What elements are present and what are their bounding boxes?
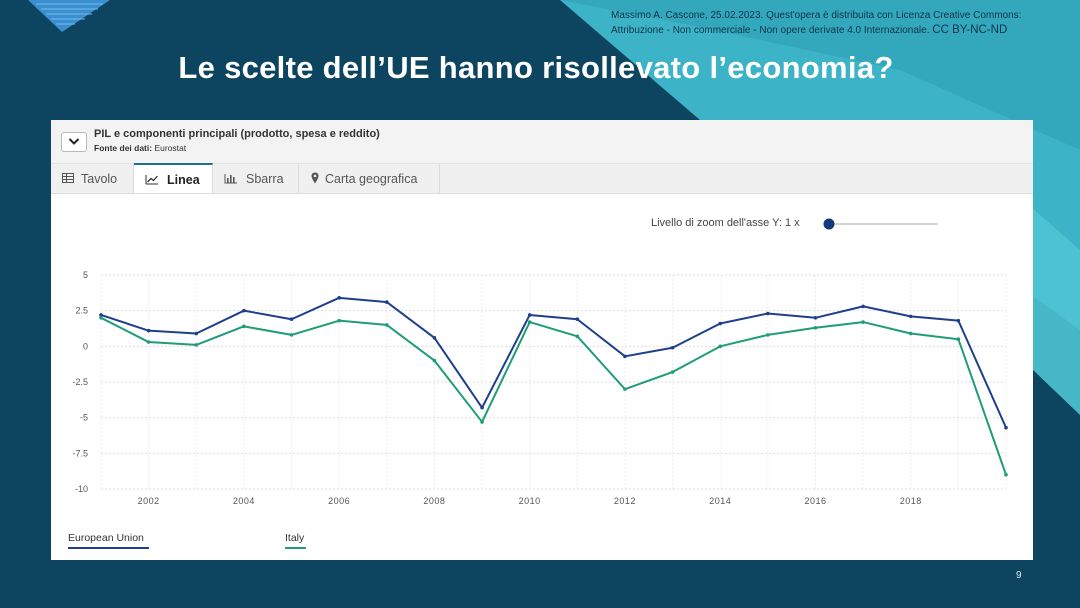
- series-european-union-point: [766, 311, 770, 316]
- y-tick-label: -7.5: [72, 448, 88, 458]
- series-italy-point: [527, 320, 532, 324]
- series-italy-point: [670, 370, 675, 374]
- corner-logo-shape: [28, 0, 110, 32]
- dataset-title: PIL e componenti principali (prodotto, s…: [94, 128, 380, 140]
- dataset-source: Fonte dei dati: Eurostat: [94, 143, 186, 153]
- tab-tavolo[interactable]: Tavolo: [51, 164, 134, 193]
- chevron-down-icon: [68, 138, 80, 145]
- tab-linea[interactable]: Linea: [134, 163, 213, 193]
- series-italy-point: [956, 337, 961, 341]
- series-european-union-point: [289, 317, 294, 322]
- zoom-label: Livello di zoom dell'asse Y: 1 x: [651, 217, 800, 229]
- series-italy-line: [100, 316, 1007, 476]
- slide-title: Le scelte dell’UE hanno risollevato l’ec…: [178, 50, 894, 85]
- y-tick-label: 2.5: [75, 306, 88, 316]
- series-european-union-point: [194, 331, 199, 336]
- zoom-slider[interactable]: [821, 217, 939, 231]
- series-european-union-point: [527, 313, 532, 317]
- y-tick-label: 5: [83, 270, 88, 280]
- x-tick-label: 2002: [138, 496, 160, 506]
- series-italy-point: [480, 420, 484, 424]
- y-tick-label: -5: [80, 413, 88, 423]
- source-value: Eurostat: [154, 143, 187, 153]
- series-european-union-point: [670, 345, 675, 350]
- series-european-union-point: [813, 316, 818, 320]
- collapse-button[interactable]: [61, 132, 87, 152]
- license-label: CC BY-NC-ND: [932, 24, 1008, 36]
- series-european-union-point: [146, 328, 151, 333]
- series-italy-point: [337, 318, 341, 323]
- x-tick-label: 2004: [233, 496, 255, 506]
- series-italy-point: [861, 320, 865, 324]
- map-pin-icon: [311, 172, 319, 184]
- tab-carta-label: Carta geografica: [325, 172, 418, 186]
- series-italy-point: [623, 387, 627, 391]
- legend-italy[interactable]: Italy: [285, 532, 306, 549]
- series-european-union-point: [623, 354, 627, 359]
- series-european-union-point: [575, 317, 580, 322]
- series-european-union-point: [337, 296, 341, 300]
- series-italy-point: [432, 358, 437, 363]
- zoom-slider-handle[interactable]: [823, 218, 835, 230]
- series-european-union-point: [242, 308, 246, 313]
- series-european-union-point: [432, 335, 437, 340]
- series-italy-point: [242, 324, 246, 329]
- credit-line-1: Massimo A. Cascone, 25.02.2023. Quest'op…: [611, 10, 1022, 21]
- series-european-union-point: [480, 405, 484, 410]
- series-european-union-point: [861, 304, 865, 309]
- series-italy-point: [194, 343, 199, 347]
- tab-carta-geografica[interactable]: Carta geografica: [299, 164, 440, 193]
- y-tick-label: 0: [83, 341, 88, 351]
- series-italy-point: [575, 334, 580, 339]
- x-tick-label: 2016: [804, 496, 826, 506]
- x-tick-label: 2006: [328, 496, 350, 506]
- eurostat-chart-panel: PIL e componenti principali (prodotto, s…: [51, 120, 1033, 560]
- series-european-union-point: [956, 318, 961, 323]
- series-european-union-line: [100, 296, 1007, 429]
- series-italy-point: [813, 325, 818, 330]
- series-italy-point: [1004, 472, 1008, 477]
- series-italy-point: [766, 333, 770, 337]
- x-tick-label: 2010: [519, 496, 541, 506]
- bar-chart-icon: [224, 174, 237, 184]
- tab-sbarra-label: Sbarra: [246, 172, 284, 186]
- x-tick-label: 2014: [709, 496, 731, 506]
- y-tick-label: -10: [75, 484, 88, 494]
- series-european-union-point: [99, 313, 103, 317]
- series-european-union-point: [1004, 425, 1008, 430]
- tab-tavolo-label: Tavolo: [81, 172, 118, 186]
- legend-european-union[interactable]: European Union: [68, 532, 149, 549]
- series-italy-point: [146, 340, 151, 344]
- source-label: Fonte dei dati:: [94, 143, 153, 153]
- license-credit: Massimo A. Cascone, 25.02.2023. Quest'op…: [611, 8, 1073, 38]
- view-tabs: Tavolo Linea Sbarra Carta geografica: [51, 163, 1033, 194]
- tab-sbarra[interactable]: Sbarra: [213, 164, 299, 193]
- series-italy-point: [718, 344, 723, 349]
- line-chart-icon: [145, 175, 158, 185]
- x-tick-label: 2008: [423, 496, 445, 506]
- series-italy-point: [99, 316, 103, 320]
- series-italy-point: [289, 333, 294, 337]
- table-icon: [62, 173, 74, 183]
- tab-linea-label: Linea: [167, 173, 200, 187]
- line-chart: 5 2.5 0 -2.5 -5 -7.5 -10 2002 2004 2006 2008 2010 20…: [72, 270, 1008, 506]
- series-italy-point: [908, 331, 913, 336]
- series-european-union-point: [718, 321, 723, 326]
- dataset-header: PIL e componenti principali (prodotto, s…: [51, 120, 1033, 164]
- series-european-union-point: [384, 300, 389, 304]
- x-tick-label: 2012: [614, 496, 636, 506]
- series-italy-point: [384, 323, 389, 327]
- credit-line-2: Attribuzione - Non commerciale - Non ope…: [611, 25, 930, 36]
- series-european-union-point: [908, 314, 913, 319]
- y-tick-label: -2.5: [72, 377, 88, 387]
- x-tick-label: 2018: [900, 496, 922, 506]
- page-number: 9: [1016, 570, 1022, 581]
